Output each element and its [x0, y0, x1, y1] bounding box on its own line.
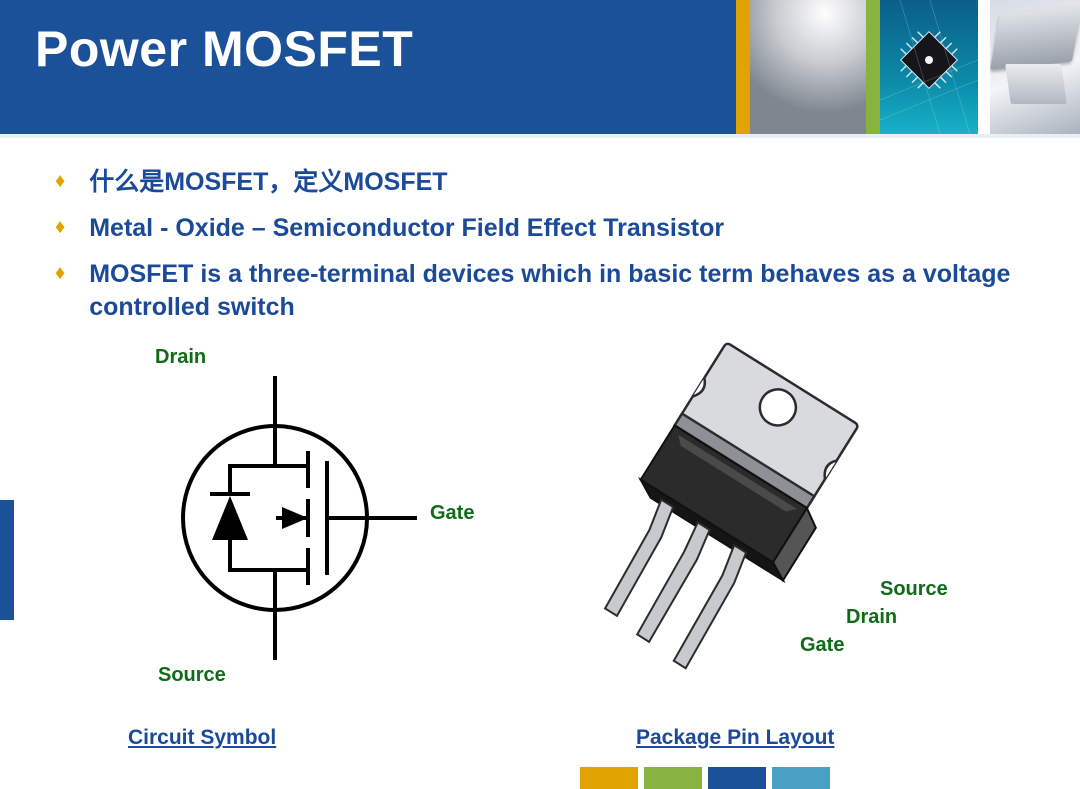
stripe-orange: [736, 0, 750, 134]
mosfet-circuit-symbol: [140, 368, 420, 668]
to220-package: [580, 342, 920, 682]
bullet-text: MOSFET is a three-terminal devices which…: [89, 258, 1025, 326]
bullet-item: ♦ 什么是MOSFET，定义MOSFET: [55, 166, 1025, 200]
bullet-item: ♦ MOSFET is a three-terminal devices whi…: [55, 258, 1025, 326]
bullet-diamond-icon: ♦: [55, 166, 65, 196]
bullet-diamond-icon: ♦: [55, 258, 65, 288]
gate-label: Gate: [430, 502, 474, 525]
package-caption: Package Pin Layout: [636, 726, 834, 750]
pkg-source-label: Source: [880, 578, 948, 601]
stripe-white: [978, 0, 990, 134]
drain-label: Drain: [155, 346, 206, 369]
footer-stripe-blue: [708, 767, 766, 789]
footer-stripe-teal: [772, 767, 830, 789]
stripe-green: [866, 0, 880, 134]
circuit-caption: Circuit Symbol: [128, 726, 276, 750]
footer-stripes: [0, 767, 1080, 789]
chip-icon: [880, 0, 978, 134]
bullet-text: Metal - Oxide – Semiconductor Field Effe…: [89, 212, 724, 246]
laptop-image-tile: [990, 0, 1080, 134]
chip-image-tile: [880, 0, 978, 134]
bullet-list-region: ♦ 什么是MOSFET，定义MOSFET ♦ Metal - Oxide – S…: [0, 150, 1080, 337]
bullet-list: ♦ 什么是MOSFET，定义MOSFET ♦ Metal - Oxide – S…: [55, 166, 1025, 325]
slide-title: Power MOSFET: [35, 20, 413, 78]
header-underline: [0, 134, 1080, 138]
wafer-image-tile: [750, 0, 866, 134]
pkg-gate-label: Gate: [800, 634, 844, 657]
header-decorative-tiles: [736, 0, 1080, 134]
diagram-region: Drain Gate Source Circuit Symbol: [0, 330, 1080, 789]
footer-stripe-green: [644, 767, 702, 789]
bullet-item: ♦ Metal - Oxide – Semiconductor Field Ef…: [55, 212, 1025, 246]
slide-header: Power MOSFET: [0, 0, 1080, 134]
footer-stripe-orange: [580, 767, 638, 789]
bullet-diamond-icon: ♦: [55, 212, 65, 242]
source-label: Source: [158, 664, 226, 687]
bullet-text: 什么是MOSFET，定义MOSFET: [89, 166, 447, 200]
pkg-drain-label: Drain: [846, 606, 897, 629]
